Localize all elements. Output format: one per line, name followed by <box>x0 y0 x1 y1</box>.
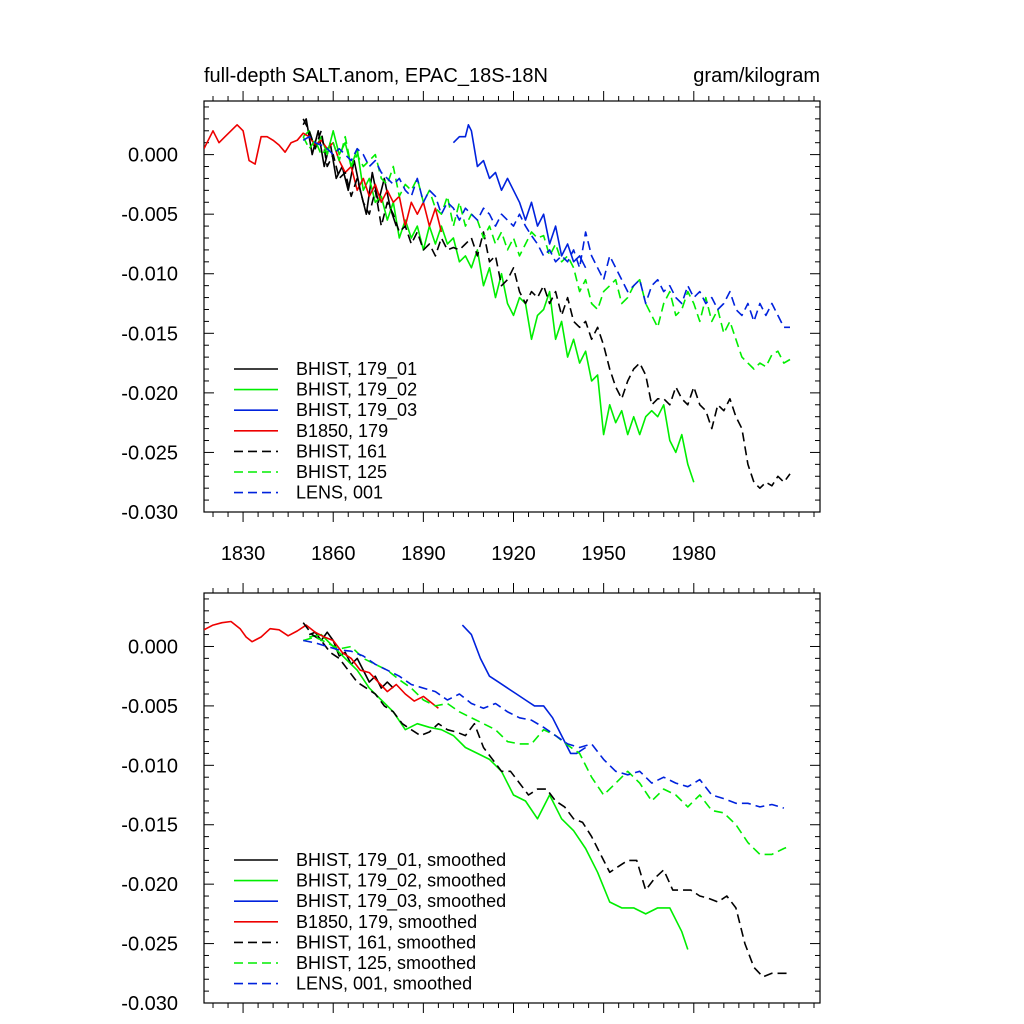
top-panel-title: full-depth SALT.anom, EPAC_18S-18N <box>204 65 548 87</box>
x-tick-label: 1860 <box>311 543 356 565</box>
y-tick-label: 0.000 <box>128 145 178 167</box>
top-panel: 0.000 -0.005 -0.010 -0.015 -0.020 -0.025 -0.03… <box>121 91 821 565</box>
legend-label: BHIST, 179_03 <box>296 400 417 421</box>
legend-label: BHIST, 179_01, smoothed <box>296 850 506 871</box>
y-tick-label: 0.000 <box>128 636 178 658</box>
legend-label: B1850, 179, smoothed <box>296 912 477 932</box>
legend-label: B1850, 179 <box>296 421 388 441</box>
x-tick-label: 1890 <box>401 543 446 565</box>
x-tick-label: 1980 <box>672 543 717 565</box>
x-tick-label: 1920 <box>491 543 536 565</box>
bottom-panel: 0.000 -0.005 -0.010 -0.015 -0.020 -0.025 -0.03… <box>121 583 821 1015</box>
legend-label: BHIST, 179_01 <box>296 359 417 380</box>
plot-frame <box>203 592 821 1004</box>
y-tick-label: -0.005 <box>121 204 178 226</box>
series-line-5 <box>302 118 791 490</box>
series-lines <box>204 620 791 978</box>
series-line-1 <box>302 118 398 227</box>
y-tick-label: -0.010 <box>121 755 178 777</box>
series-line-4 <box>204 620 439 709</box>
y-tick-label: -0.020 <box>121 383 178 405</box>
legend-label: LENS, 001 <box>296 483 383 503</box>
series-line-4 <box>204 124 443 233</box>
y-tick-label: -0.030 <box>121 993 178 1015</box>
legend-label: BHIST, 179_03, smoothed <box>296 891 506 912</box>
plot-frame <box>203 100 821 513</box>
legend-label: BHIST, 125, smoothed <box>296 953 476 973</box>
y-tick-label: -0.030 <box>121 502 178 524</box>
legend-label: BHIST, 161 <box>296 441 387 461</box>
legend-label: BHIST, 125 <box>296 462 387 482</box>
x-tick-label: 1950 <box>581 543 626 565</box>
series-line-5 <box>302 622 790 978</box>
series-line-6 <box>302 135 791 370</box>
series-line-2 <box>302 130 695 483</box>
y-tick-label: -0.010 <box>121 264 178 286</box>
y-tick-label: -0.025 <box>121 442 178 464</box>
top-panel-units: gram/kilogram <box>693 65 820 87</box>
legend-label: BHIST, 179_02, smoothed <box>296 871 506 892</box>
y-tick-label: -0.015 <box>121 323 178 345</box>
series-lines <box>204 118 791 490</box>
series-line-3 <box>461 624 587 755</box>
series-line-6 <box>302 636 791 856</box>
series-line-7 <box>303 639 785 809</box>
x-tick-label: 1830 <box>221 543 266 565</box>
legend-label: LENS, 001, smoothed <box>296 974 472 994</box>
legend-label: BHIST, 161, smoothed <box>296 932 476 952</box>
y-tick-label: -0.015 <box>121 815 178 837</box>
y-tick-label: -0.020 <box>121 874 178 896</box>
legend-label: BHIST, 179_02 <box>296 380 417 401</box>
y-tick-label: -0.005 <box>121 696 178 718</box>
series-line-3 <box>452 124 587 269</box>
y-tick-label: -0.025 <box>121 934 178 956</box>
